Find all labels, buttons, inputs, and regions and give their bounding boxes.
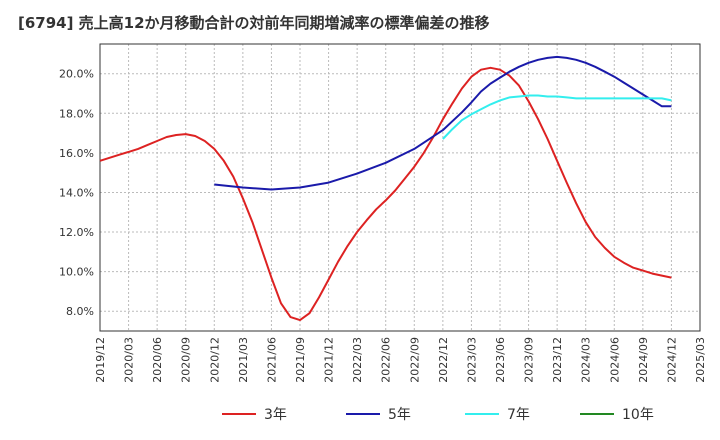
x-tick-label: 2022/06	[380, 337, 393, 383]
y-tick-label: 20.0%	[59, 68, 94, 81]
x-tick-label: 2021/12	[323, 337, 336, 383]
legend-item: 7年	[465, 407, 530, 423]
x-tick-label: 2022/03	[351, 337, 364, 383]
legend: 3年 5年 7年 10年	[222, 407, 654, 423]
plot-frame	[99, 43, 701, 332]
legend-label: 10年	[622, 407, 654, 423]
legend-label: 7年	[507, 407, 530, 423]
legend-label: 5年	[388, 407, 411, 423]
x-tick-label: 2022/12	[437, 337, 450, 383]
y-tick-label: 14.0%	[59, 186, 94, 199]
y-tick-label: 8.0%	[66, 305, 94, 318]
x-tick-label: 2021/06	[265, 337, 278, 383]
x-tick-label: 2024/09	[637, 337, 650, 383]
x-tick-label: 2021/03	[237, 337, 250, 383]
legend-item: 5年	[346, 407, 411, 423]
chart-title: [6794] 売上高12か月移動合計の対前年同期増減率の標準偏差の推移	[18, 14, 490, 32]
legend-item: 3年	[222, 407, 287, 423]
series-line-3年	[99, 66, 672, 322]
y-tick-label: 10.0%	[59, 266, 94, 279]
y-axis-ticks: 8.0% 10.0% 12.0% 14.0% 16.0% 18.0% 20.0%	[59, 68, 94, 319]
y-tick-label: 16.0%	[59, 147, 94, 160]
x-tick-label: 2019/12	[94, 337, 107, 383]
x-tick-label: 2020/12	[208, 337, 221, 383]
x-tick-label: 2023/12	[551, 337, 564, 383]
x-axis-ticks: 2019/12 2020/03 2020/06 2020/09 2020/12 2021/…	[94, 337, 707, 383]
x-tick-label: 2023/03	[465, 337, 478, 383]
x-tick-label: 2020/06	[151, 337, 164, 383]
x-tick-label: 2020/03	[123, 337, 136, 383]
series-lines	[99, 55, 672, 322]
x-tick-label: 2024/12	[665, 337, 678, 383]
x-tick-label: 2023/06	[494, 337, 507, 383]
series-line-7年	[442, 94, 672, 140]
y-tick-label: 18.0%	[59, 107, 94, 120]
x-tick-label: 2022/09	[408, 337, 421, 383]
x-tick-label: 2024/06	[608, 337, 621, 383]
x-tick-label: 2025/03	[694, 337, 707, 383]
grid-lines	[99, 44, 701, 331]
x-tick-label: 2020/09	[180, 337, 193, 383]
y-tick-label: 12.0%	[59, 226, 94, 239]
legend-label: 3年	[264, 407, 287, 423]
x-tick-label: 2023/09	[523, 337, 536, 383]
legend-item: 10年	[580, 407, 654, 423]
x-tick-label: 2021/09	[294, 337, 307, 383]
series-line-5年	[214, 55, 672, 191]
x-tick-label: 2024/03	[580, 337, 593, 383]
